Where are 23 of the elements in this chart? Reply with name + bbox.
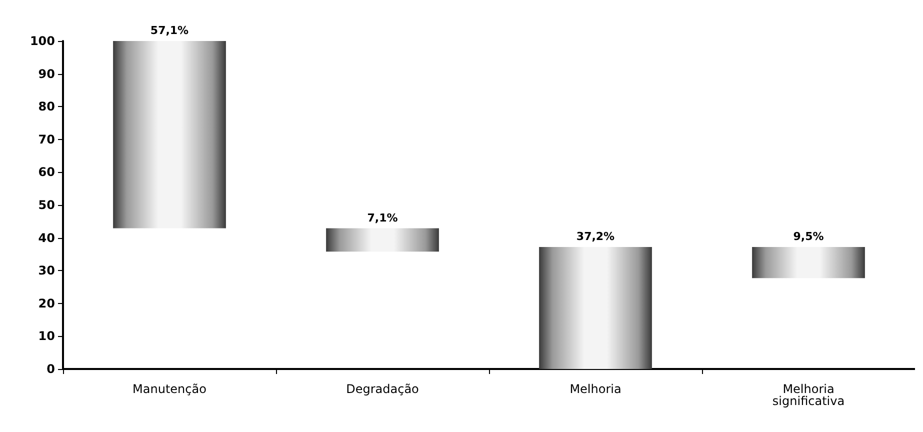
bar bbox=[752, 246, 865, 278]
bar bbox=[113, 41, 226, 228]
data-label: 9,5% bbox=[793, 230, 824, 243]
y-tick-label: 100 bbox=[30, 34, 55, 48]
x-tick-label: Melhoria significativa bbox=[772, 382, 845, 408]
data-label: 37,2% bbox=[576, 230, 615, 243]
bar bbox=[326, 228, 439, 252]
y-tick-label: 60 bbox=[38, 165, 55, 180]
y-tick-label: 40 bbox=[38, 230, 55, 245]
y-tick-label: 70 bbox=[38, 132, 55, 146]
x-tick-label: Melhoria bbox=[570, 382, 622, 396]
bar bbox=[539, 246, 652, 369]
y-tick-label: 30 bbox=[38, 264, 55, 278]
y-tick-label: 90 bbox=[38, 66, 55, 81]
y-tick-label: 80 bbox=[38, 100, 55, 114]
data-label: 57,1% bbox=[150, 24, 189, 37]
y-tick-label: 50 bbox=[38, 198, 55, 212]
x-tick-label: Manutenção bbox=[132, 382, 206, 396]
y-tick-label: 10 bbox=[38, 329, 55, 344]
x-tick-label: Degradação bbox=[346, 382, 419, 396]
y-tick-label: 20 bbox=[38, 296, 55, 310]
data-label: 7,1% bbox=[367, 211, 398, 224]
y-tick-label: 0 bbox=[46, 362, 55, 376]
